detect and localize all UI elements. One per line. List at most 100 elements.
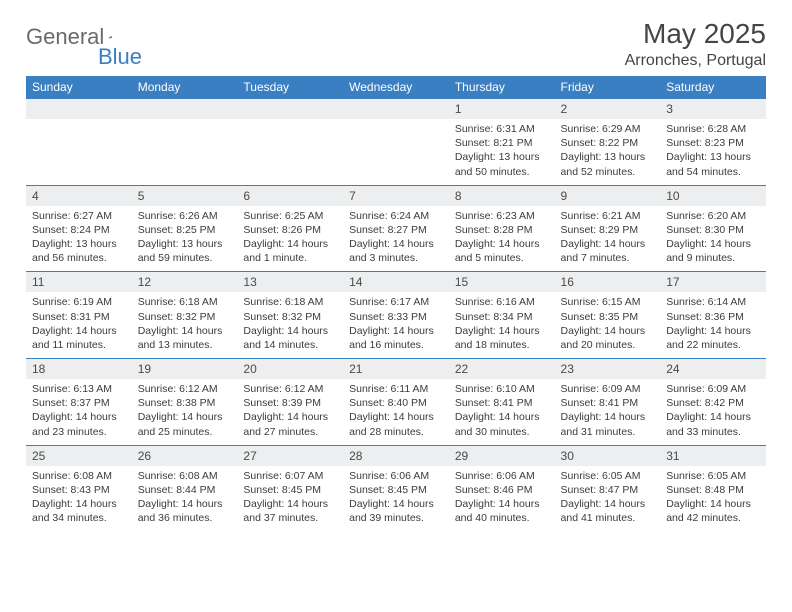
day-number-cell (237, 99, 343, 120)
sunrise-text: Sunrise: 6:23 AM (455, 209, 549, 223)
day-detail-cell: Sunrise: 6:17 AMSunset: 8:33 PMDaylight:… (343, 292, 449, 358)
day-number-cell: 11 (26, 272, 132, 293)
day-detail-cell: Sunrise: 6:18 AMSunset: 8:32 PMDaylight:… (237, 292, 343, 358)
day-number-cell: 22 (449, 359, 555, 380)
daylight-text: Daylight: 14 hours and 36 minutes. (138, 497, 232, 525)
day-detail-cell: Sunrise: 6:31 AMSunset: 8:21 PMDaylight:… (449, 119, 555, 185)
day-detail-cell: Sunrise: 6:13 AMSunset: 8:37 PMDaylight:… (26, 379, 132, 445)
daynum-row: 11121314151617 (26, 272, 766, 293)
sunset-text: Sunset: 8:23 PM (666, 136, 760, 150)
day-detail-cell: Sunrise: 6:29 AMSunset: 8:22 PMDaylight:… (555, 119, 661, 185)
sunrise-text: Sunrise: 6:05 AM (666, 469, 760, 483)
day-number-cell: 7 (343, 185, 449, 206)
daylight-text: Daylight: 14 hours and 3 minutes. (349, 237, 443, 265)
day-number-cell: 20 (237, 359, 343, 380)
sunset-text: Sunset: 8:41 PM (561, 396, 655, 410)
day-number-cell: 17 (660, 272, 766, 293)
sunrise-text: Sunrise: 6:18 AM (243, 295, 337, 309)
sunset-text: Sunset: 8:30 PM (666, 223, 760, 237)
day-number-cell: 24 (660, 359, 766, 380)
daylight-text: Daylight: 14 hours and 1 minute. (243, 237, 337, 265)
detail-row: Sunrise: 6:13 AMSunset: 8:37 PMDaylight:… (26, 379, 766, 445)
day-number-cell: 12 (132, 272, 238, 293)
day-detail-cell (26, 119, 132, 185)
daylight-text: Daylight: 13 hours and 54 minutes. (666, 150, 760, 178)
day-detail-cell: Sunrise: 6:23 AMSunset: 8:28 PMDaylight:… (449, 206, 555, 272)
sunrise-text: Sunrise: 6:08 AM (138, 469, 232, 483)
day-number-cell: 10 (660, 185, 766, 206)
detail-row: Sunrise: 6:31 AMSunset: 8:21 PMDaylight:… (26, 119, 766, 185)
daylight-text: Daylight: 14 hours and 34 minutes. (32, 497, 126, 525)
daylight-text: Daylight: 14 hours and 5 minutes. (455, 237, 549, 265)
sunrise-text: Sunrise: 6:14 AM (666, 295, 760, 309)
sunrise-text: Sunrise: 6:18 AM (138, 295, 232, 309)
weekday-header: Tuesday (237, 76, 343, 99)
daylight-text: Daylight: 14 hours and 16 minutes. (349, 324, 443, 352)
day-detail-cell: Sunrise: 6:08 AMSunset: 8:44 PMDaylight:… (132, 466, 238, 532)
sunset-text: Sunset: 8:26 PM (243, 223, 337, 237)
day-number-cell (343, 99, 449, 120)
sunrise-text: Sunrise: 6:21 AM (561, 209, 655, 223)
sunset-text: Sunset: 8:34 PM (455, 310, 549, 324)
day-number-cell: 4 (26, 185, 132, 206)
sunrise-text: Sunrise: 6:16 AM (455, 295, 549, 309)
day-number-cell: 21 (343, 359, 449, 380)
sunset-text: Sunset: 8:32 PM (243, 310, 337, 324)
daylight-text: Daylight: 13 hours and 52 minutes. (561, 150, 655, 178)
weekday-header: Friday (555, 76, 661, 99)
sunrise-text: Sunrise: 6:19 AM (32, 295, 126, 309)
sunset-text: Sunset: 8:32 PM (138, 310, 232, 324)
day-number-cell: 28 (343, 445, 449, 466)
weekday-header-row: Sunday Monday Tuesday Wednesday Thursday… (26, 76, 766, 99)
sunset-text: Sunset: 8:45 PM (243, 483, 337, 497)
day-detail-cell: Sunrise: 6:06 AMSunset: 8:46 PMDaylight:… (449, 466, 555, 532)
sunrise-text: Sunrise: 6:28 AM (666, 122, 760, 136)
weekday-header: Saturday (660, 76, 766, 99)
sunset-text: Sunset: 8:43 PM (32, 483, 126, 497)
daylight-text: Daylight: 14 hours and 42 minutes. (666, 497, 760, 525)
day-detail-cell: Sunrise: 6:12 AMSunset: 8:38 PMDaylight:… (132, 379, 238, 445)
daylight-text: Daylight: 14 hours and 23 minutes. (32, 410, 126, 438)
day-detail-cell: Sunrise: 6:11 AMSunset: 8:40 PMDaylight:… (343, 379, 449, 445)
weekday-header: Wednesday (343, 76, 449, 99)
day-detail-cell: Sunrise: 6:14 AMSunset: 8:36 PMDaylight:… (660, 292, 766, 358)
day-detail-cell: Sunrise: 6:08 AMSunset: 8:43 PMDaylight:… (26, 466, 132, 532)
day-detail-cell: Sunrise: 6:10 AMSunset: 8:41 PMDaylight:… (449, 379, 555, 445)
day-detail-cell (132, 119, 238, 185)
sunrise-text: Sunrise: 6:05 AM (561, 469, 655, 483)
sunset-text: Sunset: 8:48 PM (666, 483, 760, 497)
sunrise-text: Sunrise: 6:06 AM (349, 469, 443, 483)
sunset-text: Sunset: 8:28 PM (455, 223, 549, 237)
sunrise-text: Sunrise: 6:31 AM (455, 122, 549, 136)
sunset-text: Sunset: 8:38 PM (138, 396, 232, 410)
sunset-text: Sunset: 8:36 PM (666, 310, 760, 324)
sunset-text: Sunset: 8:35 PM (561, 310, 655, 324)
day-number-cell: 30 (555, 445, 661, 466)
day-number-cell: 31 (660, 445, 766, 466)
day-detail-cell: Sunrise: 6:05 AMSunset: 8:48 PMDaylight:… (660, 466, 766, 532)
sunrise-text: Sunrise: 6:12 AM (138, 382, 232, 396)
day-detail-cell: Sunrise: 6:12 AMSunset: 8:39 PMDaylight:… (237, 379, 343, 445)
sunset-text: Sunset: 8:24 PM (32, 223, 126, 237)
daylight-text: Daylight: 14 hours and 18 minutes. (455, 324, 549, 352)
sunrise-text: Sunrise: 6:26 AM (138, 209, 232, 223)
day-detail-cell: Sunrise: 6:28 AMSunset: 8:23 PMDaylight:… (660, 119, 766, 185)
sunrise-text: Sunrise: 6:10 AM (455, 382, 549, 396)
calendar-table: Sunday Monday Tuesday Wednesday Thursday… (26, 76, 766, 531)
sunset-text: Sunset: 8:42 PM (666, 396, 760, 410)
day-number-cell: 26 (132, 445, 238, 466)
sunrise-text: Sunrise: 6:29 AM (561, 122, 655, 136)
daylight-text: Daylight: 14 hours and 39 minutes. (349, 497, 443, 525)
day-number-cell: 23 (555, 359, 661, 380)
day-number-cell: 6 (237, 185, 343, 206)
day-detail-cell: Sunrise: 6:09 AMSunset: 8:41 PMDaylight:… (555, 379, 661, 445)
daylight-text: Daylight: 14 hours and 27 minutes. (243, 410, 337, 438)
day-detail-cell: Sunrise: 6:16 AMSunset: 8:34 PMDaylight:… (449, 292, 555, 358)
day-detail-cell: Sunrise: 6:18 AMSunset: 8:32 PMDaylight:… (132, 292, 238, 358)
sunset-text: Sunset: 8:46 PM (455, 483, 549, 497)
sunset-text: Sunset: 8:44 PM (138, 483, 232, 497)
weekday-header: Sunday (26, 76, 132, 99)
sunrise-text: Sunrise: 6:13 AM (32, 382, 126, 396)
day-number-cell: 5 (132, 185, 238, 206)
day-number-cell: 18 (26, 359, 132, 380)
